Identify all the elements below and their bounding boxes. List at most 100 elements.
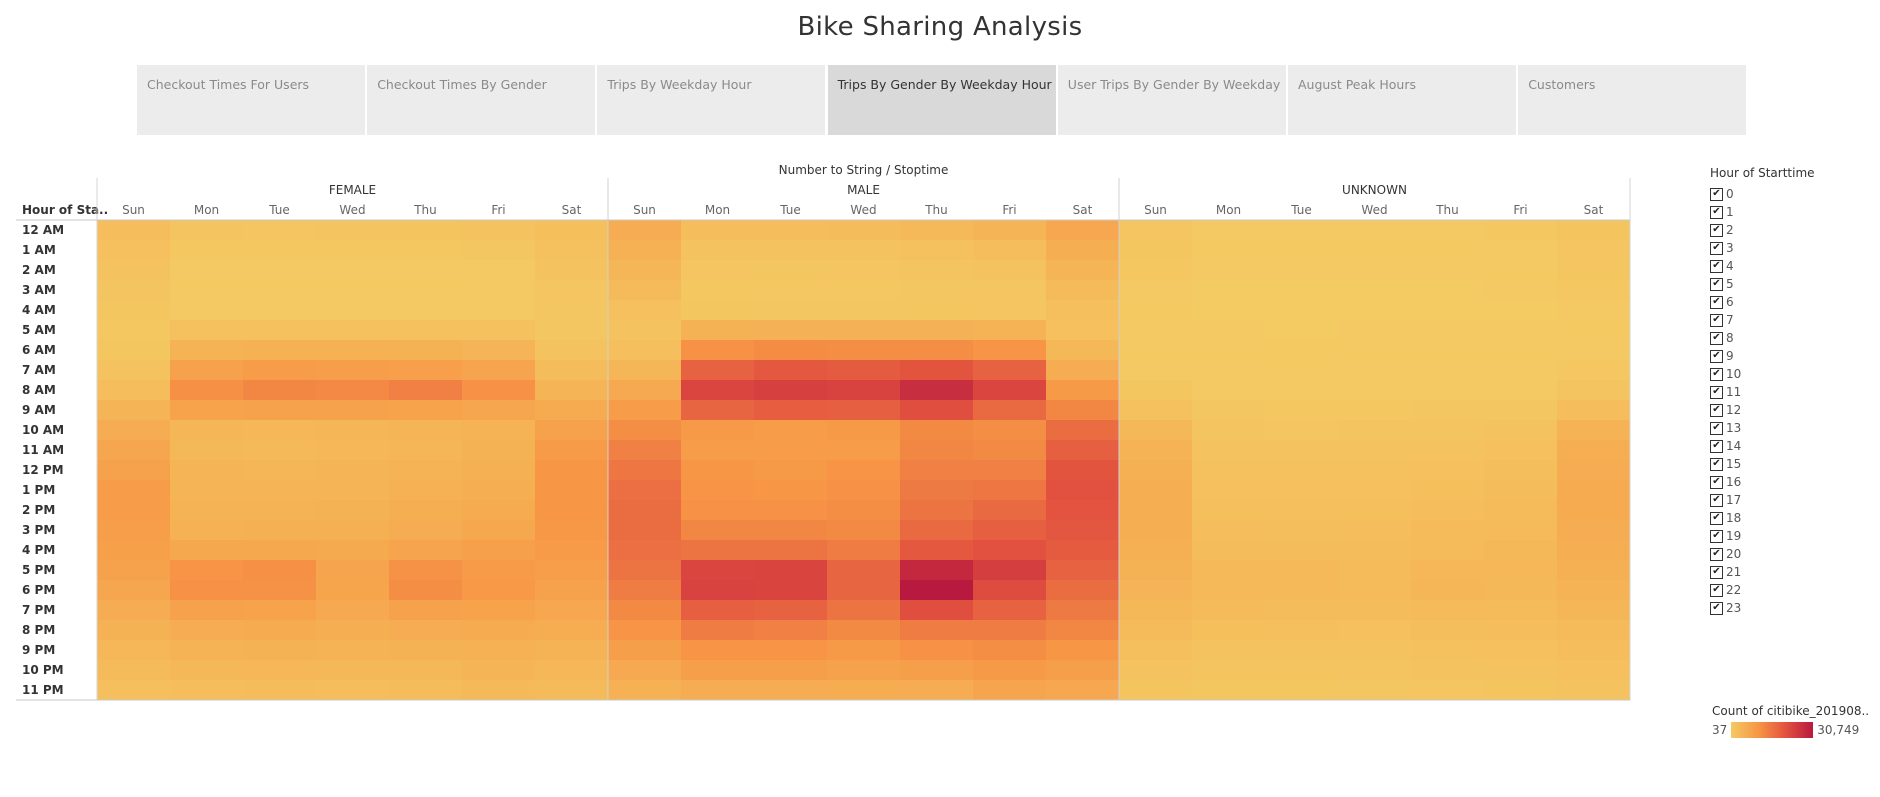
heatmap-cell — [1411, 680, 1485, 701]
heatmap-cell — [243, 320, 317, 341]
heatmap-cell — [243, 620, 317, 641]
checkbox-icon[interactable]: ✔ — [1710, 241, 1723, 255]
heatmap-cell — [1119, 280, 1193, 301]
heatmap-cell — [1119, 540, 1193, 561]
heatmap-cell — [535, 560, 609, 581]
heatmap-cell — [1265, 320, 1339, 341]
heatmap-cell — [681, 300, 755, 321]
filter-item-14[interactable]: ✔ 14 — [1710, 437, 1870, 455]
heatmap-cell — [316, 500, 390, 521]
checkbox-icon[interactable]: ✔ — [1710, 295, 1723, 309]
hour-row-label: 2 PM — [22, 503, 55, 517]
tab-checkout-times-by-gender[interactable]: Checkout Times By Gender — [367, 65, 596, 135]
checkbox-icon[interactable]: ✔ — [1710, 223, 1723, 237]
heatmap-cell — [389, 480, 463, 501]
checkbox-icon[interactable]: ✔ — [1710, 547, 1723, 561]
heatmap-cell — [608, 220, 682, 241]
checkbox-icon[interactable]: ✔ — [1710, 439, 1723, 453]
checkbox-icon[interactable]: ✔ — [1710, 421, 1723, 435]
heatmap-cell — [97, 580, 171, 601]
filter-item-20[interactable]: ✔ 20 — [1710, 545, 1870, 563]
tab-trips-by-weekday-hour[interactable]: Trips By Weekday Hour — [597, 65, 826, 135]
heatmap-cell — [1119, 240, 1193, 261]
heatmap-cell — [1046, 340, 1120, 361]
checkbox-icon[interactable]: ✔ — [1710, 457, 1723, 471]
heatmap-cell — [608, 380, 682, 401]
heatmap-cell — [827, 620, 901, 641]
heatmap-cell — [389, 460, 463, 481]
checkbox-icon[interactable]: ✔ — [1710, 475, 1723, 489]
filter-item-13[interactable]: ✔ 13 — [1710, 419, 1870, 437]
heatmap-cell — [608, 440, 682, 461]
tab-checkout-times-for-users[interactable]: Checkout Times For Users — [137, 65, 365, 135]
tab-august-peak-hours[interactable]: August Peak Hours — [1288, 65, 1516, 135]
heatmap-cell — [1338, 380, 1412, 401]
heatmap-cell — [316, 580, 390, 601]
checkbox-icon[interactable]: ✔ — [1710, 493, 1723, 507]
filter-item-19[interactable]: ✔ 19 — [1710, 527, 1870, 545]
checkbox-icon[interactable]: ✔ — [1710, 529, 1723, 543]
filter-item-4[interactable]: ✔ 4 — [1710, 257, 1870, 275]
checkbox-icon[interactable]: ✔ — [1710, 403, 1723, 417]
tab-customers[interactable]: Customers — [1518, 65, 1747, 135]
filter-item-10[interactable]: ✔ 10 — [1710, 365, 1870, 383]
heatmap-cell — [1557, 500, 1631, 521]
checkbox-icon[interactable]: ✔ — [1710, 313, 1723, 327]
checkbox-icon[interactable]: ✔ — [1710, 565, 1723, 579]
heatmap-cell — [754, 480, 828, 501]
checkbox-icon[interactable]: ✔ — [1710, 205, 1723, 219]
filter-item-16[interactable]: ✔ 16 — [1710, 473, 1870, 491]
heatmap-cell — [170, 580, 244, 601]
filter-item-11[interactable]: ✔ 11 — [1710, 383, 1870, 401]
checkbox-icon[interactable]: ✔ — [1710, 583, 1723, 597]
filter-item-0[interactable]: ✔ 0 — [1710, 185, 1870, 203]
heatmap-cell — [973, 680, 1047, 701]
filter-item-9[interactable]: ✔ 9 — [1710, 347, 1870, 365]
heatmap-cell — [1484, 220, 1558, 241]
heatmap-cell — [1338, 360, 1412, 381]
heatmap-cell — [1265, 600, 1339, 621]
filter-item-23[interactable]: ✔ 23 — [1710, 599, 1870, 617]
heatmap-cell — [1265, 220, 1339, 241]
checkbox-icon[interactable]: ✔ — [1710, 601, 1723, 615]
heatmap-cell — [1192, 380, 1266, 401]
filter-item-label: 2 — [1726, 223, 1734, 237]
checkbox-icon[interactable]: ✔ — [1710, 349, 1723, 363]
heatmap-cell — [1338, 320, 1412, 341]
filter-item-21[interactable]: ✔ 21 — [1710, 563, 1870, 581]
filter-item-7[interactable]: ✔ 7 — [1710, 311, 1870, 329]
filter-item-18[interactable]: ✔ 18 — [1710, 509, 1870, 527]
filter-item-12[interactable]: ✔ 12 — [1710, 401, 1870, 419]
heatmap-cell — [973, 540, 1047, 561]
heatmap-cell — [900, 260, 974, 281]
checkbox-icon[interactable]: ✔ — [1710, 511, 1723, 525]
filter-item-6[interactable]: ✔ 6 — [1710, 293, 1870, 311]
checkbox-icon[interactable]: ✔ — [1710, 259, 1723, 273]
heatmap-cell — [389, 520, 463, 541]
filter-item-15[interactable]: ✔ 15 — [1710, 455, 1870, 473]
filter-item-2[interactable]: ✔ 2 — [1710, 221, 1870, 239]
checkbox-icon[interactable]: ✔ — [1710, 367, 1723, 381]
filter-item-17[interactable]: ✔ 17 — [1710, 491, 1870, 509]
hour-row-label: 12 AM — [22, 223, 64, 237]
checkbox-icon[interactable]: ✔ — [1710, 385, 1723, 399]
filter-item-5[interactable]: ✔ 5 — [1710, 275, 1870, 293]
heatmap-cell — [243, 660, 317, 681]
heatmap-cell — [1557, 640, 1631, 661]
tab-user-trips-by-gender-by-weekday[interactable]: User Trips By Gender By Weekday — [1057, 65, 1286, 135]
checkbox-icon[interactable]: ✔ — [1710, 331, 1723, 345]
heatmap-cell — [1338, 480, 1412, 501]
heatmap-cell — [1265, 260, 1339, 281]
tab-trips-by-gender-by-weekday-hour[interactable]: Trips By Gender By Weekday Hour — [827, 65, 1056, 135]
heatmap-cell — [97, 460, 171, 481]
filter-item-1[interactable]: ✔ 1 — [1710, 203, 1870, 221]
heatmap-cell — [535, 220, 609, 241]
checkbox-icon[interactable]: ✔ — [1710, 187, 1723, 201]
heatmap-cell — [608, 580, 682, 601]
heatmap-cell — [316, 680, 390, 701]
filter-item-8[interactable]: ✔ 8 — [1710, 329, 1870, 347]
filter-item-3[interactable]: ✔ 3 — [1710, 239, 1870, 257]
heatmap-cell — [754, 560, 828, 581]
filter-item-22[interactable]: ✔ 22 — [1710, 581, 1870, 599]
checkbox-icon[interactable]: ✔ — [1710, 277, 1723, 291]
